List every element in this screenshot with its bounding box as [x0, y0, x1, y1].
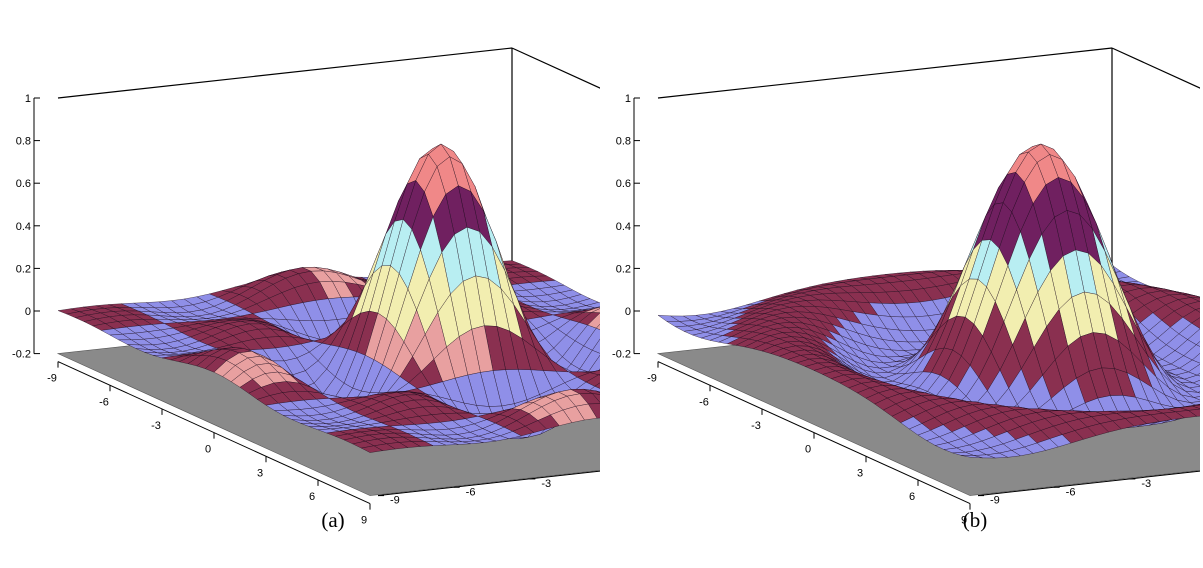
- x-tick-label: -3: [151, 420, 161, 432]
- surface-mesh: [658, 144, 1200, 458]
- z-tick-label: 0.6: [616, 178, 631, 190]
- z-tick-label: 0: [625, 306, 631, 318]
- y-tick-label: -3: [541, 478, 551, 490]
- x-tick-label: 6: [309, 491, 315, 503]
- y-tick-label: -9: [390, 495, 400, 507]
- y-tick-label: -9: [990, 495, 1000, 507]
- z-tick-label: 0.4: [616, 221, 631, 233]
- x-tick-label: -9: [647, 373, 657, 385]
- y-tick-label: -6: [1066, 486, 1076, 498]
- x-tick-label: 0: [205, 444, 211, 456]
- x-tick-label: 6: [909, 491, 915, 503]
- z-tick-label: 0: [25, 306, 31, 318]
- x-tick-label: -9: [47, 373, 57, 385]
- z-tick-label: 0.2: [16, 263, 31, 275]
- x-tick-label: 3: [257, 467, 263, 479]
- y-tick-label: -6: [466, 486, 476, 498]
- x-tick-label: -6: [99, 396, 109, 408]
- z-tick-label: -0.2: [12, 349, 31, 361]
- surface-mesh: [58, 144, 600, 453]
- x-tick-label: 3: [857, 467, 863, 479]
- x-tick-label: -6: [699, 396, 709, 408]
- y-tick-label: -3: [1141, 478, 1151, 490]
- z-tick-label: -0.2: [612, 349, 631, 361]
- right-wall-top-edge: [1112, 48, 1200, 190]
- z-tick-label: 0.8: [16, 136, 31, 148]
- caption-b: (b): [945, 508, 1005, 533]
- right-wall-top-edge: [512, 48, 600, 190]
- caption-a: (a): [303, 508, 363, 533]
- z-tick-label: 0.6: [16, 178, 31, 190]
- z-tick-label: 0.4: [16, 221, 31, 233]
- x-tick-label: -3: [751, 420, 761, 432]
- z-tick-label: 1: [625, 93, 631, 105]
- x-tick-label: 0: [805, 444, 811, 456]
- left-wall-top-edge: [58, 48, 512, 98]
- left-wall-top-edge: [658, 48, 1112, 98]
- z-tick-label: 0.8: [616, 136, 631, 148]
- z-tick-label: 0.2: [616, 263, 631, 275]
- z-tick-label: 1: [25, 93, 31, 105]
